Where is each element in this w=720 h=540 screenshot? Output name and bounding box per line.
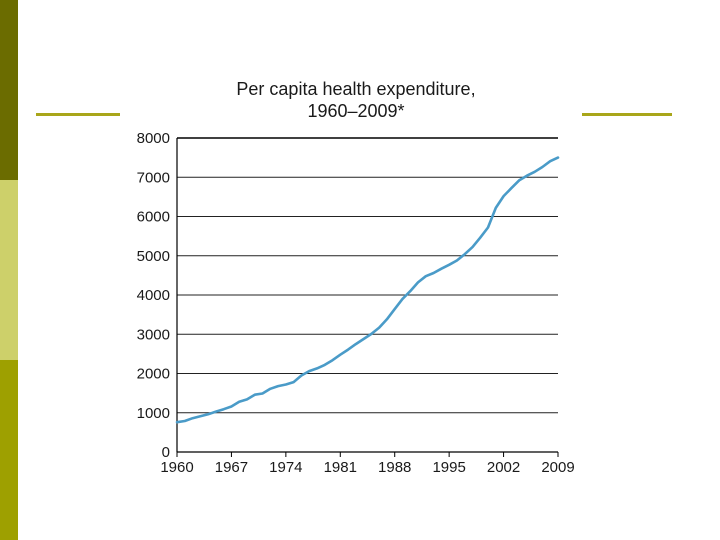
sidebar-segment-top xyxy=(0,0,18,180)
sidebar-segment-middle xyxy=(0,180,18,360)
x-tick-label: 1981 xyxy=(324,459,357,476)
chart-title-line-2: 1960–2009* xyxy=(307,101,404,121)
chart-title-line-1: Per capita health expenditure, xyxy=(236,79,475,99)
sidebar-stripe xyxy=(0,0,18,540)
y-tick-label: 0 xyxy=(162,444,170,461)
y-tick-label: 6000 xyxy=(137,209,170,226)
y-axis-ticks: 8000 7000 6000 5000 4000 3000 2000 1000 0 xyxy=(137,130,170,461)
y-tick-label: 8000 xyxy=(137,130,170,147)
x-axis-ticks: 1960 1967 1974 1981 1988 1995 2002 2009 xyxy=(160,452,575,476)
x-tick-label: 1988 xyxy=(378,459,411,476)
x-tick-label: 1960 xyxy=(160,459,193,476)
y-tick-label: 2000 xyxy=(137,366,170,383)
gridlines xyxy=(177,137,558,414)
sidebar-segment-bottom xyxy=(0,360,18,540)
x-tick-label: 1974 xyxy=(269,459,302,476)
x-tick-label: 2002 xyxy=(487,459,520,476)
title-rule-right xyxy=(582,113,672,116)
y-tick-label: 3000 xyxy=(137,326,170,343)
y-tick-label: 7000 xyxy=(137,169,170,186)
title-rule-left xyxy=(36,113,120,116)
x-tick-label: 1995 xyxy=(432,459,465,476)
series xyxy=(175,156,560,424)
y-tick-label: 5000 xyxy=(137,248,170,265)
x-tick-label: 2009 xyxy=(541,459,574,476)
y-tick-label: 1000 xyxy=(137,405,170,422)
x-tick-label: 1967 xyxy=(215,459,248,476)
y-tick-label: 4000 xyxy=(137,287,170,304)
axes xyxy=(176,138,558,453)
series-line-0 xyxy=(175,156,560,424)
